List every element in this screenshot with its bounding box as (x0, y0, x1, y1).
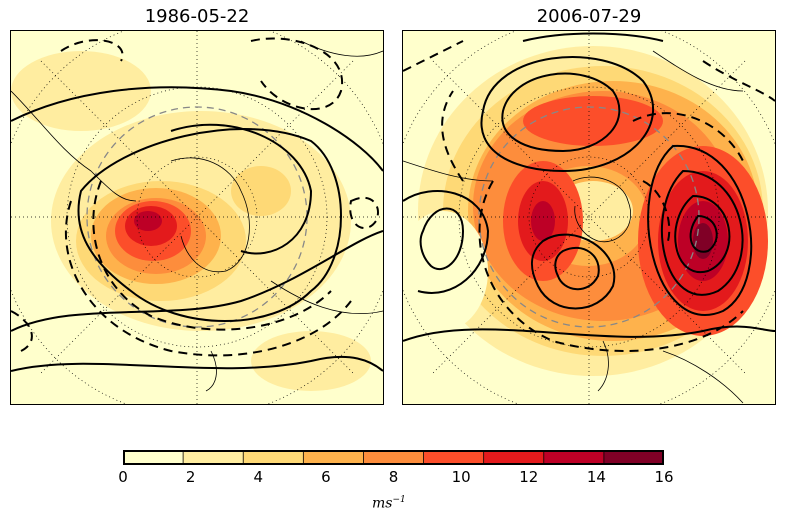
fill-level-5 (523, 96, 663, 146)
colorbar-segment-0 (123, 450, 184, 465)
colorbar-segment-1 (183, 450, 244, 465)
colorbar-segment-4 (363, 450, 425, 465)
fill-level-1 (11, 51, 151, 131)
panel-title-right: 2006-07-29 (536, 6, 642, 27)
fill-level-7 (134, 211, 162, 231)
colorbar-tick-label: 16 (654, 468, 674, 486)
panel-title-left: 1986-05-22 (144, 6, 250, 27)
colorbar-units: ms−1 (372, 495, 406, 512)
colorbar-tick-label: 10 (451, 468, 471, 486)
units-exponent: −1 (392, 495, 406, 505)
colorbar-segment-6 (483, 450, 545, 465)
colorbar-segment-7 (543, 450, 605, 465)
fill-level-7 (531, 201, 555, 241)
colorbar-segment-3 (303, 450, 364, 465)
colorbar-tick-label: 12 (519, 468, 539, 486)
colorbar-tick-label: 6 (321, 468, 331, 486)
colorbar-tick-label: 2 (185, 468, 196, 486)
colorbar-tick-label: 0 (118, 468, 128, 486)
map-panel-right (402, 30, 776, 405)
fill-level-2 (231, 166, 291, 216)
map-left-svg (11, 31, 383, 404)
colorbar-svg (123, 450, 665, 465)
colorbar-tick-label: 14 (586, 468, 606, 486)
units-base: ms (372, 495, 393, 512)
colorbar-border (123, 450, 664, 465)
colorbar-segment-8 (603, 450, 665, 465)
map-panel-left (10, 30, 384, 405)
colorbar-tick-label: 8 (388, 468, 399, 486)
colorbar-segment-5 (423, 450, 485, 465)
map-right-svg (403, 31, 775, 404)
colorbar-tick-label: 4 (253, 468, 264, 486)
colorbar (123, 450, 665, 465)
fill-level-1 (403, 211, 488, 331)
colorbar-segment-2 (243, 450, 304, 465)
